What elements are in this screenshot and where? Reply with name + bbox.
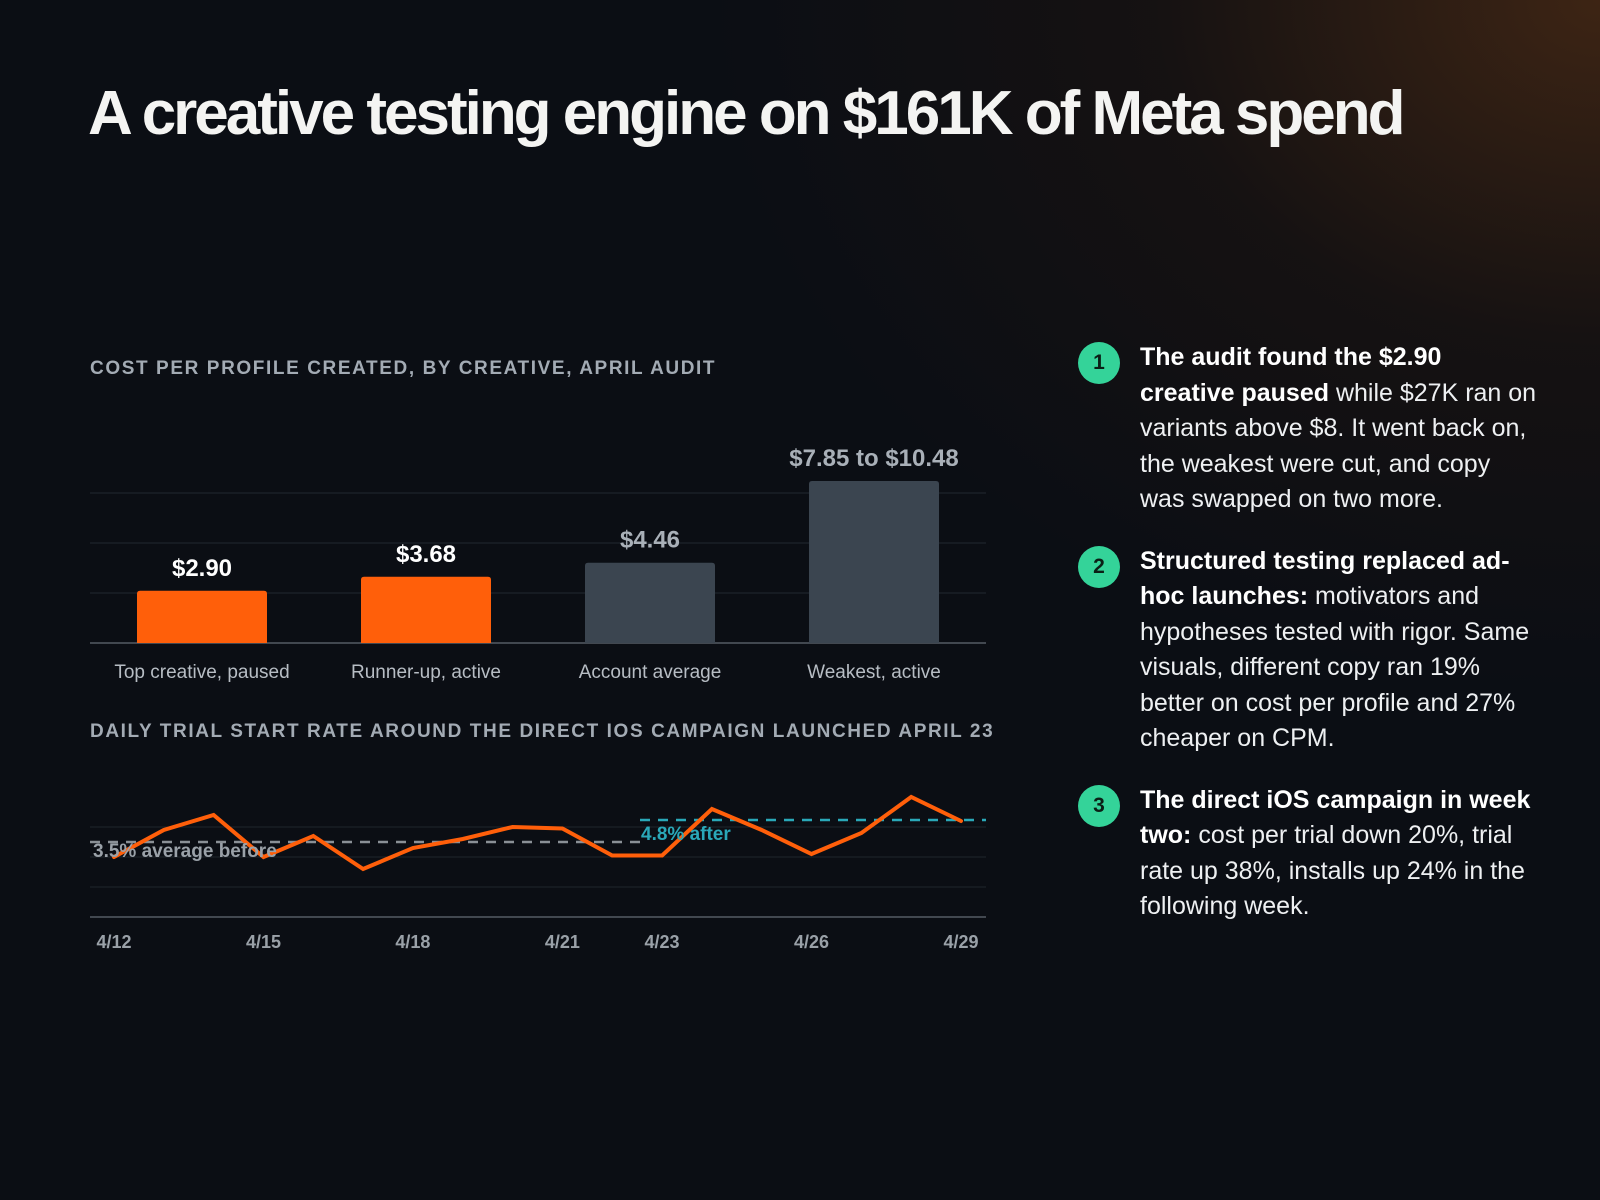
bar [137, 590, 267, 643]
bar-value-label: $3.68 [396, 541, 456, 568]
x-tick-label: 4/12 [96, 932, 131, 952]
trial-rate-line [112, 794, 963, 872]
key-point-text: The direct iOS campaign in week two: cos… [1140, 783, 1538, 925]
key-point-text: The audit found the $2.90 creative pause… [1140, 340, 1538, 518]
key-point-bold: The direct iOS campaign in week two: [1140, 785, 1531, 850]
line-chart: 3.5% average before 4.8% after 4/12 4/15 4/1… [90, 794, 986, 952]
key-point-bold: Structured testing replaced ad-hoc launc… [1140, 546, 1510, 611]
x-tick-label: 4/21 [545, 932, 580, 952]
bar [809, 481, 939, 643]
category-label: Weakest, active [807, 662, 941, 683]
key-point-body: cost per trial down 20%, trial rate up 3… [1140, 821, 1525, 920]
number-badge: 1 [1078, 342, 1120, 384]
bar-value-label: $4.46 [620, 527, 680, 554]
before-average-label: 3.5% average before [93, 841, 277, 862]
bar-chart-title: COST PER PROFILE CREATED, BY CREATIVE, A… [90, 358, 717, 379]
line-chart-title: DAILY TRIAL START RATE AROUND THE DIRECT… [90, 721, 995, 742]
key-point-body: while $27K ran on variants above $8. It … [1140, 378, 1537, 514]
key-point: 3 The direct iOS campaign in week two: c… [1078, 783, 1538, 925]
key-point: 1 The audit found the $2.90 creative pau… [1078, 340, 1538, 518]
key-point-body: motivators and hypotheses tested with ri… [1140, 582, 1530, 752]
x-tick-label: 4/26 [794, 932, 829, 952]
x-tick-label: 4/23 [645, 932, 680, 952]
category-label: Account average [579, 662, 722, 683]
bar [361, 576, 491, 643]
key-point: 2 Structured testing replaced ad-hoc lau… [1078, 544, 1538, 757]
bar-value-label: $2.90 [172, 555, 232, 582]
x-tick-label: 4/15 [246, 932, 281, 952]
key-point-text: Structured testing replaced ad-hoc launc… [1140, 544, 1538, 757]
bar-value-label: $7.85 to $10.48 [789, 445, 958, 472]
category-label: Runner-up, active [351, 662, 501, 683]
category-label: Top creative, paused [114, 662, 289, 683]
key-points: 1 The audit found the $2.90 creative pau… [1078, 340, 1538, 951]
number-badge: 3 [1078, 784, 1120, 827]
x-tick-label: 4/18 [395, 932, 430, 952]
bar-chart: $2.90 Top creative, paused $3.68 Runner-up,… [90, 445, 986, 683]
bar [585, 562, 715, 643]
key-point-bold: The audit found the $2.90 creative pause… [1140, 343, 1442, 407]
x-tick-label: 4/29 [943, 932, 978, 952]
page-title: A creative testing engine on $161K of Me… [88, 79, 1406, 148]
number-badge: 2 [1078, 545, 1120, 588]
after-average-label: 4.8% after [641, 824, 731, 845]
